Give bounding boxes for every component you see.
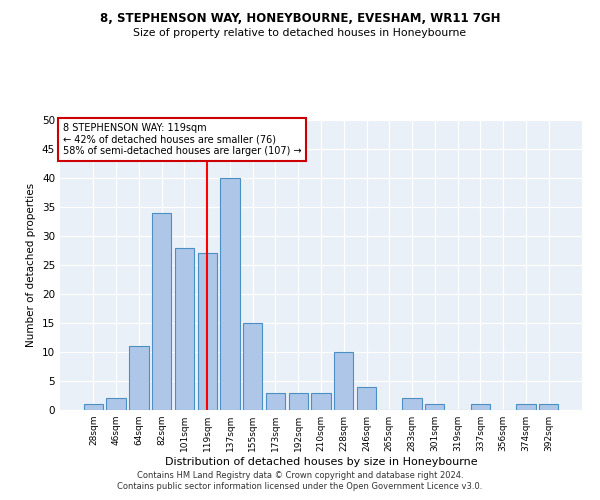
Y-axis label: Number of detached properties: Number of detached properties (26, 183, 37, 347)
Bar (425, 404, 445, 410)
Bar (334, 352, 353, 410)
Bar (539, 404, 558, 410)
Bar (220, 178, 239, 410)
Bar (403, 398, 422, 410)
Bar (84, 404, 103, 410)
Bar (129, 346, 149, 410)
Bar (175, 248, 194, 410)
Text: 8 STEPHENSON WAY: 119sqm
← 42% of detached houses are smaller (76)
58% of semi-d: 8 STEPHENSON WAY: 119sqm ← 42% of detach… (62, 123, 301, 156)
Text: 8, STEPHENSON WAY, HONEYBOURNE, EVESHAM, WR11 7GH: 8, STEPHENSON WAY, HONEYBOURNE, EVESHAM,… (100, 12, 500, 26)
Text: Contains HM Land Registry data © Crown copyright and database right 2024.: Contains HM Land Registry data © Crown c… (137, 471, 463, 480)
Bar (311, 392, 331, 410)
Text: Contains public sector information licensed under the Open Government Licence v3: Contains public sector information licen… (118, 482, 482, 491)
Bar (266, 392, 285, 410)
Bar (197, 254, 217, 410)
Bar (243, 323, 262, 410)
Bar (106, 398, 126, 410)
X-axis label: Distribution of detached houses by size in Honeybourne: Distribution of detached houses by size … (164, 457, 478, 467)
Bar (357, 387, 376, 410)
Bar (152, 213, 172, 410)
Bar (470, 404, 490, 410)
Bar (516, 404, 536, 410)
Text: Size of property relative to detached houses in Honeybourne: Size of property relative to detached ho… (133, 28, 467, 38)
Bar (289, 392, 308, 410)
